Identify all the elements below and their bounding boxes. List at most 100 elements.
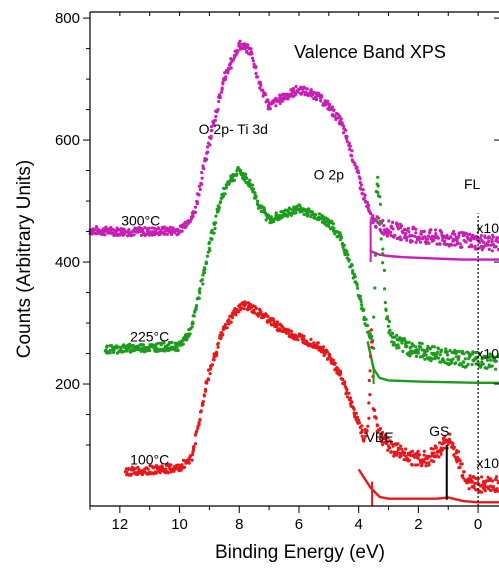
data-point [296, 338, 299, 341]
data-point [251, 57, 254, 60]
data-point [199, 188, 202, 191]
data-point [471, 350, 474, 353]
data-point [457, 450, 460, 453]
data-point [367, 417, 370, 420]
data-point [395, 334, 398, 337]
data-point [314, 213, 317, 216]
data-point [388, 329, 391, 332]
data-point [295, 85, 298, 88]
data-point [491, 249, 494, 252]
data-point [424, 353, 427, 356]
data-point [436, 243, 439, 246]
data-point [181, 230, 184, 233]
data-point [355, 166, 358, 169]
data-point [202, 400, 205, 403]
data-point [427, 242, 430, 245]
data-point [400, 448, 403, 451]
data-point [377, 217, 380, 220]
data-point [491, 365, 494, 368]
data-point [408, 341, 411, 344]
x-tick-label: 8 [235, 516, 243, 533]
data-point [356, 284, 359, 287]
data-point [437, 237, 440, 240]
data-point [407, 230, 410, 233]
data-point [213, 232, 216, 235]
data-point [349, 396, 352, 399]
data-point [487, 243, 490, 246]
data-point [454, 361, 457, 364]
data-point [280, 216, 283, 219]
data-point [200, 171, 203, 174]
data-point [191, 459, 194, 462]
data-point [404, 447, 407, 450]
data-point [422, 230, 425, 233]
data-point [251, 184, 254, 187]
data-point [433, 345, 436, 348]
data-point [475, 247, 478, 250]
annotation: O 2p [314, 167, 345, 183]
data-point [201, 177, 204, 180]
data-point [320, 96, 323, 99]
data-point [224, 75, 227, 78]
data-point [93, 228, 96, 231]
data-point [434, 228, 437, 231]
data-point [194, 206, 197, 209]
annotation: FL [464, 176, 481, 192]
data-point [227, 318, 230, 321]
data-point [452, 230, 455, 233]
data-point [397, 346, 400, 349]
data-point [205, 158, 208, 161]
data-point [209, 367, 212, 370]
data-point [360, 424, 363, 427]
data-point [254, 72, 257, 75]
data-point [461, 462, 464, 465]
data-point [307, 213, 310, 216]
y-tick-label: 800 [55, 10, 80, 27]
data-point [495, 475, 498, 478]
data-point [248, 179, 251, 182]
data-point [428, 231, 431, 234]
data-point [201, 403, 204, 406]
data-point [392, 227, 395, 230]
data-point [197, 193, 200, 196]
data-point [482, 241, 485, 244]
data-point [198, 297, 201, 300]
data-point [426, 238, 429, 241]
x-tick-label: 10 [171, 516, 188, 533]
data-point [310, 88, 313, 91]
data-point [200, 183, 203, 186]
data-point [419, 346, 422, 349]
data-point [369, 355, 372, 358]
data-point [353, 408, 356, 411]
data-point [480, 475, 483, 478]
data-point [375, 417, 378, 420]
data-point [170, 341, 173, 344]
data-point [189, 332, 192, 335]
data-point [443, 441, 446, 444]
data-point [243, 307, 246, 310]
data-point [183, 466, 186, 469]
data-point [432, 460, 435, 463]
data-point [250, 47, 253, 50]
data-point [437, 455, 440, 458]
data-point [254, 66, 257, 69]
data-point [238, 40, 241, 43]
data-point [456, 242, 459, 245]
data-point [326, 358, 329, 361]
data-point [458, 466, 461, 469]
data-point [370, 335, 373, 338]
data-point [432, 239, 435, 242]
data-point [226, 326, 229, 329]
data-point [315, 98, 318, 101]
data-point [376, 191, 379, 194]
data-point [218, 206, 221, 209]
data-point [418, 453, 421, 456]
data-point [383, 287, 386, 290]
data-point [195, 431, 198, 434]
annotation: GS [429, 423, 449, 439]
annotation: x10 [476, 345, 499, 361]
data-point [399, 455, 402, 458]
data-point [252, 188, 255, 191]
data-point [213, 358, 216, 361]
data-point [227, 67, 230, 70]
